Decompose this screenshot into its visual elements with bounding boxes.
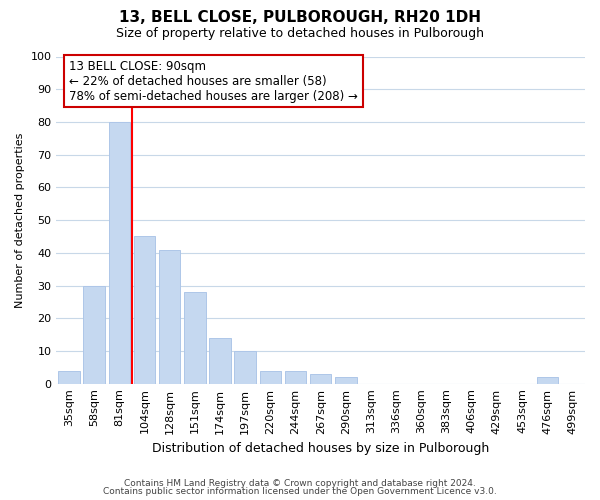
Bar: [209, 338, 231, 384]
Text: 13, BELL CLOSE, PULBOROUGH, RH20 1DH: 13, BELL CLOSE, PULBOROUGH, RH20 1DH: [119, 10, 481, 25]
Text: Size of property relative to detached houses in Pulborough: Size of property relative to detached ho…: [116, 28, 484, 40]
Bar: [109, 122, 130, 384]
Bar: [335, 377, 356, 384]
Text: 13 BELL CLOSE: 90sqm
← 22% of detached houses are smaller (58)
78% of semi-detac: 13 BELL CLOSE: 90sqm ← 22% of detached h…: [69, 60, 358, 103]
Text: Contains HM Land Registry data © Crown copyright and database right 2024.: Contains HM Land Registry data © Crown c…: [124, 478, 476, 488]
Bar: [83, 286, 105, 384]
Y-axis label: Number of detached properties: Number of detached properties: [15, 132, 25, 308]
Bar: [58, 370, 80, 384]
Bar: [134, 236, 155, 384]
Bar: [285, 370, 306, 384]
Bar: [235, 351, 256, 384]
Bar: [260, 370, 281, 384]
Bar: [310, 374, 331, 384]
Bar: [184, 292, 206, 384]
Text: Contains public sector information licensed under the Open Government Licence v3: Contains public sector information licen…: [103, 487, 497, 496]
Bar: [536, 377, 558, 384]
Bar: [159, 250, 181, 384]
X-axis label: Distribution of detached houses by size in Pulborough: Distribution of detached houses by size …: [152, 442, 490, 455]
